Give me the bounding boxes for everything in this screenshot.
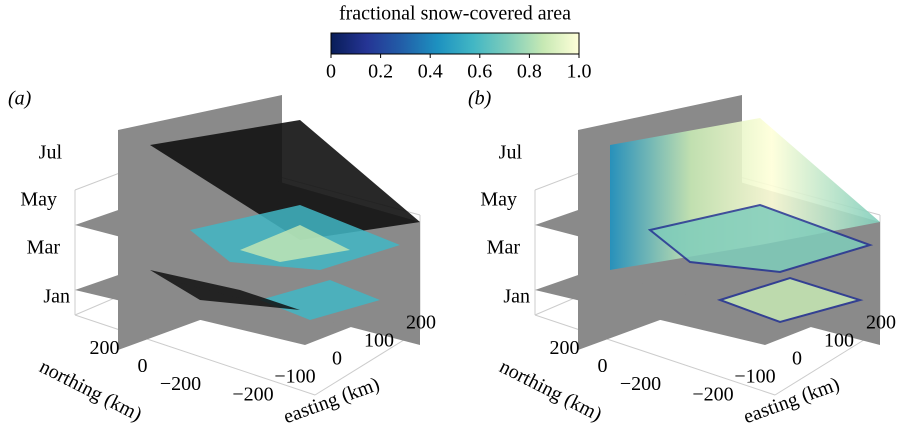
z-tick-label: Jan [503, 286, 530, 308]
x-tick-label: −100 [274, 366, 315, 388]
y-axis-label: northing (km) [496, 356, 605, 426]
z-tick-label: Mar [487, 237, 521, 259]
figure: fractional snow-covered area 0 0.2 0.4 0.6 0… [0, 0, 916, 427]
colorbar-tick-label: 1.0 [567, 61, 592, 83]
y-tick-label: 0 [138, 355, 148, 377]
z-tick-label: May [480, 189, 517, 211]
y-tick-label: −200 [160, 373, 201, 395]
panel: (b) Jan Mar May Jul 200 0 −200 northing (km) −200… [468, 88, 896, 427]
x-tick-label: 200 [866, 312, 896, 334]
x-tick-label: −200 [692, 384, 733, 406]
x-tick-label: 100 [824, 330, 854, 352]
x-tick-label: 100 [364, 330, 394, 352]
y-tick-label: 0 [598, 355, 608, 377]
colorbar-tick-label: 0.6 [467, 61, 492, 83]
x-tick-label: −200 [232, 384, 273, 406]
panel-label: (b) [468, 88, 492, 110]
x-tick-label: −100 [734, 366, 775, 388]
z-tick-label: Jan [43, 286, 70, 308]
y-tick-label: 200 [90, 337, 120, 359]
panel: (a) Jan Mar May Jul 200 0 −200 northing (km) −200… [8, 88, 436, 427]
y-tick-label: 200 [550, 337, 580, 359]
x-tick-label: 200 [406, 312, 436, 334]
colorbar-tick-label: 0.4 [418, 61, 443, 83]
z-tick-label: Mar [27, 237, 61, 259]
colorbar [331, 33, 579, 54]
y-axis-label: northing (km) [36, 356, 145, 426]
z-tick-label: May [20, 189, 57, 211]
z-tick-label: Jul [499, 142, 523, 164]
panel-label: (a) [8, 88, 32, 110]
x-tick-label: 0 [332, 348, 342, 370]
colorbar-tick-label: 0 [326, 61, 336, 83]
z-tick-label: Jul [39, 142, 63, 164]
x-tick-label: 0 [792, 348, 802, 370]
colorbar-tick-label: 0.2 [368, 61, 393, 83]
y-tick-label: −200 [620, 373, 661, 395]
colorbar-tick-label: 0.8 [517, 61, 542, 83]
colorbar-label: fractional snow-covered area [339, 3, 571, 25]
